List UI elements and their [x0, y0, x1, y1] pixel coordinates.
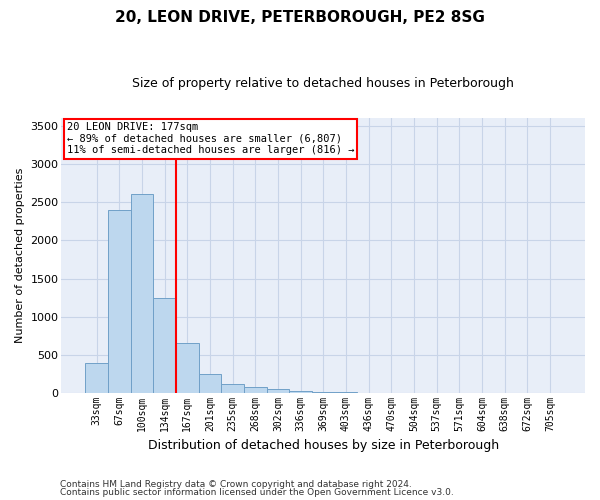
- Bar: [199, 374, 221, 393]
- X-axis label: Distribution of detached houses by size in Peterborough: Distribution of detached houses by size …: [148, 440, 499, 452]
- Bar: [131, 194, 153, 393]
- Bar: [266, 389, 289, 393]
- Bar: [221, 384, 244, 393]
- Bar: [335, 392, 357, 393]
- Bar: [85, 362, 108, 393]
- Text: Contains HM Land Registry data © Crown copyright and database right 2024.: Contains HM Land Registry data © Crown c…: [60, 480, 412, 489]
- Bar: [244, 388, 266, 393]
- Y-axis label: Number of detached properties: Number of detached properties: [15, 168, 25, 344]
- Bar: [108, 210, 131, 393]
- Text: Contains public sector information licensed under the Open Government Licence v3: Contains public sector information licen…: [60, 488, 454, 497]
- Text: 20, LEON DRIVE, PETERBOROUGH, PE2 8SG: 20, LEON DRIVE, PETERBOROUGH, PE2 8SG: [115, 10, 485, 25]
- Bar: [312, 392, 335, 393]
- Bar: [153, 298, 176, 393]
- Text: 20 LEON DRIVE: 177sqm
← 89% of detached houses are smaller (6,807)
11% of semi-d: 20 LEON DRIVE: 177sqm ← 89% of detached …: [67, 122, 354, 156]
- Title: Size of property relative to detached houses in Peterborough: Size of property relative to detached ho…: [132, 78, 514, 90]
- Bar: [176, 344, 199, 393]
- Bar: [289, 391, 312, 393]
